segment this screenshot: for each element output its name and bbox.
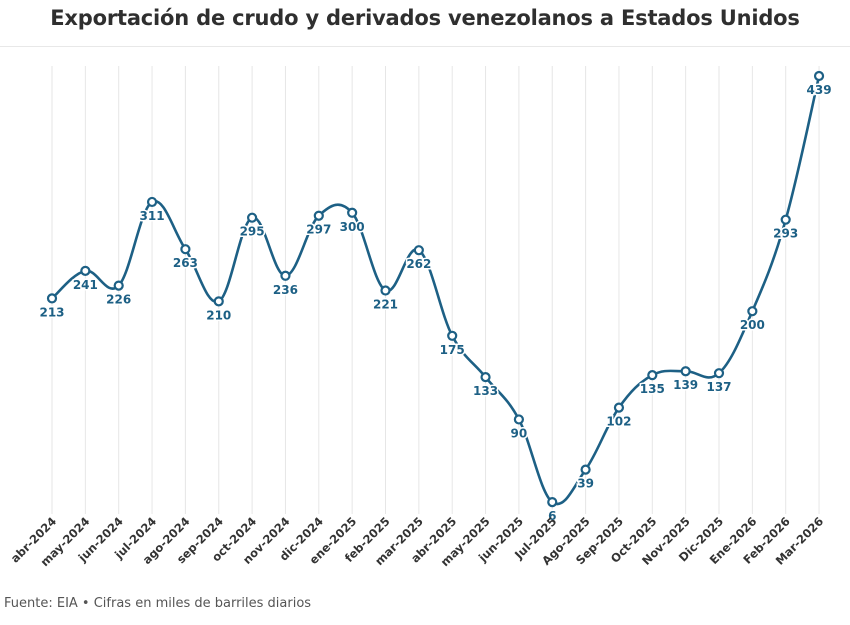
data-point-jun-2024 — [113, 280, 124, 291]
data-label-Dic-2025: 137 — [706, 380, 731, 394]
title-divider — [0, 46, 850, 47]
data-label-sep-2024: 210 — [206, 308, 231, 322]
data-point-Feb-2026 — [780, 214, 791, 225]
data-label-ene-2025: 300 — [340, 220, 365, 234]
data-point-Sep-2025 — [613, 402, 625, 413]
series-line — [51, 75, 821, 506]
data-point-abr-2024 — [46, 293, 58, 304]
data-point-mar-2025 — [413, 245, 424, 256]
data-label-feb-2025: 221 — [373, 298, 398, 312]
data-point-Jul-2025 — [547, 496, 558, 508]
data-label-abr-2024: 213 — [39, 305, 64, 319]
data-point-jul-2024 — [146, 196, 158, 208]
data-label-oct-2024: 295 — [240, 225, 265, 239]
data-label-abr-2025: 175 — [440, 343, 465, 357]
data-point-Dic-2025 — [713, 368, 725, 379]
data-point-oct-2024 — [247, 212, 258, 223]
data-label-may-2025: 133 — [473, 384, 498, 398]
data-label-dic-2024: 297 — [306, 223, 331, 237]
data-label-Ene-2026: 200 — [740, 318, 765, 332]
line-chart: 213 241 226 311 263 210 295 236 297 300 221 262 175 1… — [8, 66, 833, 569]
data-label-jun-2024: 226 — [106, 293, 131, 307]
data-point-Ago-2025 — [580, 464, 591, 475]
chart-title: Exportación de crudo y derivados venezol… — [50, 6, 800, 30]
data-label-Jul-2025: 6 — [548, 509, 556, 523]
data-label-Sep-2025: 102 — [606, 415, 631, 429]
data-label-jun-2025: 90 — [511, 426, 528, 440]
data-label-Nov-2025: 139 — [673, 378, 698, 392]
data-label-ago-2024: 263 — [173, 256, 198, 270]
data-point-dic-2024 — [313, 210, 324, 221]
data-point-may-2025 — [480, 372, 491, 383]
data-point-feb-2025 — [380, 285, 391, 296]
data-point-Mar-2026 — [813, 70, 825, 82]
data-label-Oct-2025: 135 — [640, 382, 665, 396]
data-label-Mar-2026: 439 — [807, 83, 832, 97]
data-point-sep-2024 — [213, 296, 224, 307]
data-label-nov-2024: 236 — [273, 283, 298, 297]
data-label-jul-2024: 311 — [140, 209, 165, 223]
data-label-Ago-2025: 39 — [577, 477, 594, 491]
data-point-Nov-2025 — [680, 366, 691, 377]
data-point-Oct-2025 — [647, 370, 658, 381]
data-point-Ene-2026 — [747, 306, 758, 317]
data-point-may-2024 — [80, 265, 91, 276]
data-point-abr-2025 — [447, 330, 458, 341]
data-label-mar-2025: 262 — [406, 257, 431, 271]
data-point-ago-2024 — [180, 244, 191, 255]
data-point-ene-2025 — [347, 207, 358, 218]
data-point-nov-2024 — [280, 270, 291, 281]
data-label-may-2024: 241 — [73, 278, 98, 292]
data-point-jun-2025 — [513, 414, 525, 425]
data-label-Feb-2026: 293 — [773, 227, 798, 241]
source-note: Fuente: EIA • Cifras en miles de barrile… — [4, 596, 312, 611]
